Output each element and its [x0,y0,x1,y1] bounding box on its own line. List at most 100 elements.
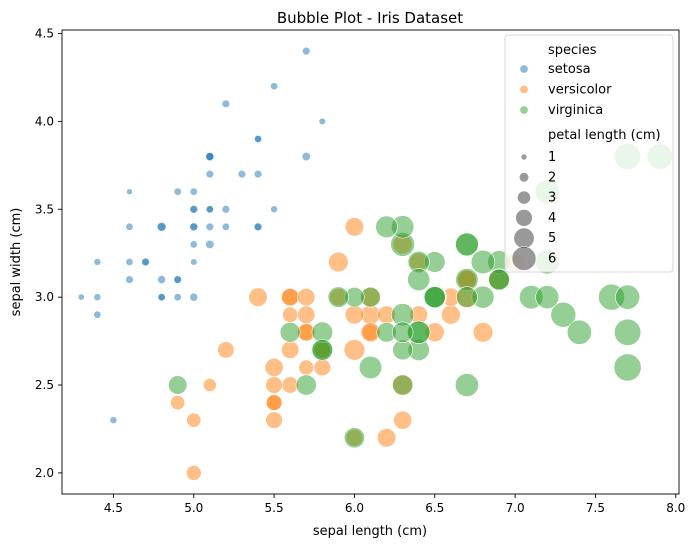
data-point-virginica [456,286,478,309]
data-point-virginica [614,318,642,346]
data-point-versicolor [328,251,349,273]
x-tick-label: 6.0 [345,501,364,515]
y-axis: 2.0 2.5 3.0 3.5 4.0 4.5 [35,27,62,480]
legend-size-label: 4 [548,211,556,226]
legend-marker-virginica [519,105,529,115]
data-point-versicolor [282,306,299,323]
data-point-versicolor [281,288,300,307]
data-point-virginica [375,215,398,239]
legend-size-label: 5 [548,231,556,246]
data-point-setosa [221,205,231,214]
data-point-setosa [125,257,134,267]
legend-hue-title: species [548,43,597,58]
data-point-setosa [237,169,247,179]
y-tick-label: 4.5 [35,27,54,41]
data-point-virginica [279,321,301,343]
data-point-versicolor [185,465,202,481]
y-tick-label: 4.0 [35,114,54,128]
x-tick-label: 5.0 [184,501,203,515]
data-point-setosa [205,222,215,232]
legend-size-marker [513,227,535,249]
legend-size-label: 6 [548,252,556,267]
data-point-virginica [358,355,383,380]
legend-size-label: 1 [548,150,556,165]
data-point-versicolor [298,359,315,376]
data-point-virginica [455,232,479,257]
legend-label-virginica: virginica [548,103,603,118]
data-point-setosa [126,188,133,195]
legend: species setosa versicolor virginica petal … [504,34,674,273]
data-point-setosa [205,239,215,249]
legend-marker-versicolor [519,85,529,95]
data-point-versicolor [265,376,283,394]
data-point-setosa [253,222,263,232]
legend-label-versicolor: versicolor [548,83,612,98]
data-point-setosa [157,275,166,284]
data-point-setosa [173,275,182,284]
data-point-setosa [157,293,166,302]
data-point-setosa [254,135,262,143]
data-point-setosa [125,275,134,284]
legend-size-marker [517,190,531,205]
data-point-setosa [318,117,326,126]
data-point-setosa [125,222,134,231]
data-point-setosa [205,152,215,161]
data-point-setosa [156,221,167,232]
data-point-setosa [189,204,199,214]
data-point-versicolor [393,410,413,430]
data-point-versicolor [297,305,316,324]
data-point-setosa [301,151,311,162]
data-point-setosa [93,293,102,301]
data-point-virginica [392,374,414,396]
x-tick-label: 8.0 [666,501,685,515]
data-point-setosa [221,222,230,231]
x-tick-label: 7.5 [586,501,605,515]
data-point-setosa [270,205,278,214]
legend-size-marker [511,246,537,271]
legend-size-label: 3 [548,191,556,206]
data-point-virginica [407,268,431,291]
data-point-versicolor [343,339,366,361]
data-point-virginica [327,286,350,308]
data-point-setosa [77,293,85,301]
data-point-virginica [535,285,560,310]
legend-size-title: petal length (cm) [548,128,661,143]
data-point-setosa [189,222,199,232]
data-point-setosa [93,310,102,319]
data-point-versicolor [186,412,202,428]
legend-label-setosa: setosa [548,62,591,77]
data-point-setosa [221,99,231,109]
data-point-virginica [391,321,414,343]
x-tick-label: 7.0 [506,501,525,515]
legend-size-marker [518,172,530,183]
data-point-setosa [253,169,263,179]
data-point-virginica [550,301,577,328]
data-point-versicolor [202,378,217,392]
x-axis: 4.5 5.0 5.5 6.0 6.5 7.0 7.5 8.0 [104,494,685,515]
x-axis-label: sepal length (cm) [313,524,427,539]
y-tick-label: 2.5 [35,378,54,392]
data-point-setosa [173,187,182,196]
data-point-virginica [454,373,479,397]
y-tick-label: 3.5 [35,202,54,216]
data-point-setosa [205,169,215,179]
data-point-setosa [205,205,214,214]
data-point-virginica [566,319,592,345]
data-point-versicolor [472,322,494,343]
data-point-virginica [613,353,642,382]
data-point-versicolor [264,358,284,377]
data-point-versicolor [217,341,235,359]
data-point-virginica [470,249,496,275]
legend-size-marker [515,209,533,227]
legend-box [504,34,674,273]
data-point-setosa [270,82,279,91]
data-point-setosa [109,416,118,425]
data-point-versicolor [170,395,186,411]
data-point-versicolor [265,394,283,411]
legend-size-label: 2 [548,170,556,185]
data-point-setosa [189,240,198,249]
data-point-virginica [423,286,446,309]
data-point-virginica [343,427,365,449]
data-point-setosa [93,258,102,266]
